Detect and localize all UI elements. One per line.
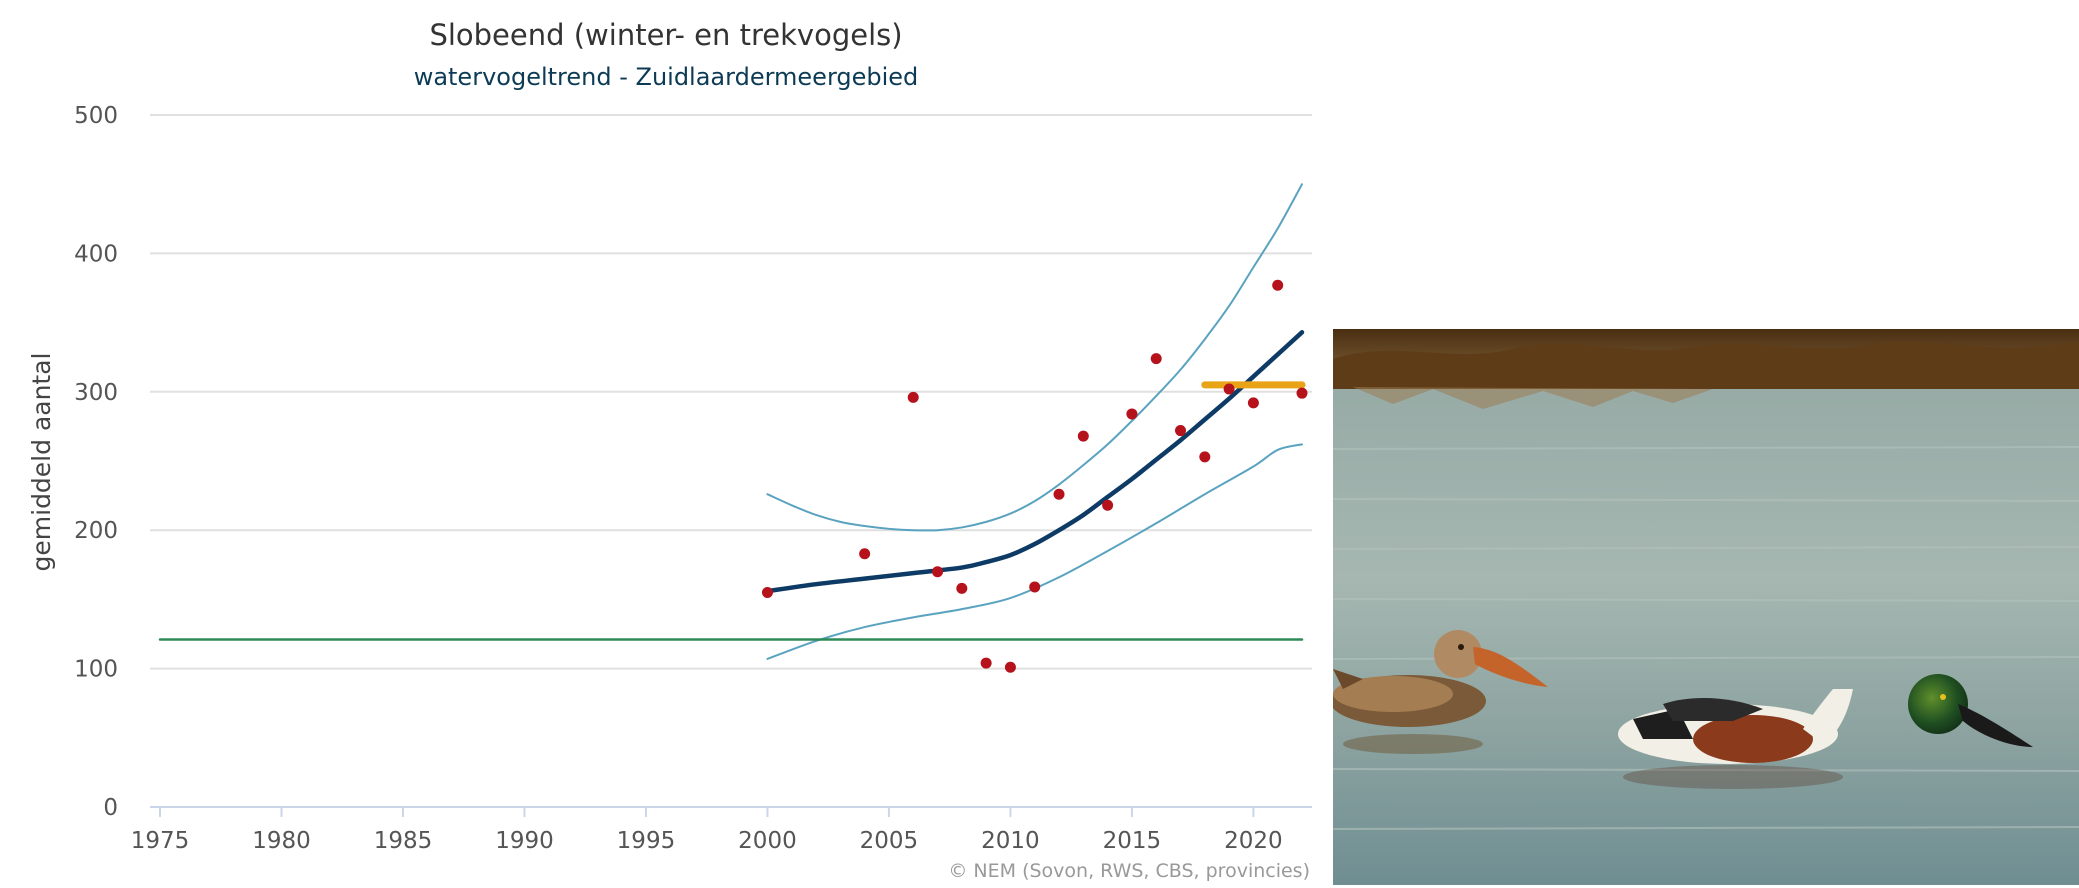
chart-title: Slobeend (winter- en trekvogels) — [429, 18, 902, 52]
observed-point[interactable] — [980, 657, 992, 669]
observed-point[interactable] — [1077, 430, 1089, 442]
observed-point[interactable] — [1150, 353, 1162, 365]
x-tick-label: 2000 — [738, 828, 797, 854]
observed-point[interactable] — [1102, 499, 1114, 511]
x-tick-label: 2020 — [1224, 828, 1283, 854]
trend-chart: Slobeend (winter- en trekvogels) watervo… — [27, 18, 1312, 882]
y-tick-label: 400 — [74, 241, 118, 267]
observed-points — [761, 279, 1308, 673]
observed-point[interactable] — [1126, 408, 1138, 420]
chart-subtitle: watervogeltrend - Zuidlaardermeergebied — [414, 63, 919, 91]
observed-point[interactable] — [932, 566, 944, 578]
observed-point[interactable] — [907, 391, 919, 403]
observed-point[interactable] — [1223, 383, 1235, 395]
y-tick-label: 300 — [74, 380, 118, 406]
observed-point[interactable] — [1296, 387, 1308, 399]
series — [158, 183, 1306, 660]
x-tick-label: 2015 — [1103, 828, 1162, 854]
y-axis-ticks: 0 100 200 300 400 500 — [74, 103, 118, 821]
observed-point[interactable] — [1247, 397, 1259, 409]
observed-point[interactable] — [1272, 279, 1284, 291]
y-tick-label: 100 — [74, 657, 118, 683]
y-axis-label: gemiddeld aantal — [27, 353, 56, 572]
x-tick-label: 2010 — [981, 828, 1040, 854]
observed-point[interactable] — [1175, 425, 1187, 437]
x-tick-label: 2005 — [860, 828, 919, 854]
northern-shoveler-photo — [1333, 329, 2079, 885]
series-trend[interactable] — [765, 330, 1305, 594]
observed-point[interactable] — [1029, 581, 1041, 593]
observed-point[interactable] — [859, 548, 871, 560]
x-tick-label: 1980 — [252, 828, 311, 854]
observed-point[interactable] — [956, 582, 968, 594]
y-tick-label: 500 — [74, 103, 118, 129]
x-tick-label: 1985 — [374, 828, 433, 854]
chart-credits[interactable]: © NEM (Sovon, RWS, CBS, provincies) — [948, 860, 1310, 882]
x-axis-ticks: 1975 1980 1985 1990 1995 2000 2005 2010 2015 2020 — [131, 807, 1283, 854]
observed-point[interactable] — [761, 586, 773, 598]
x-tick-label: 1995 — [617, 828, 676, 854]
observed-point[interactable] — [1199, 451, 1211, 463]
x-tick-label: 1990 — [495, 828, 554, 854]
y-tick-label: 200 — [74, 518, 118, 544]
observed-point[interactable] — [1004, 661, 1016, 673]
series-upper-bound[interactable] — [766, 183, 1303, 532]
y-tick-label: 0 — [103, 795, 118, 821]
x-tick-label: 1975 — [131, 828, 190, 854]
observed-point[interactable] — [1053, 488, 1065, 500]
series-lower-bound[interactable] — [766, 443, 1303, 660]
grid — [150, 114, 1312, 670]
